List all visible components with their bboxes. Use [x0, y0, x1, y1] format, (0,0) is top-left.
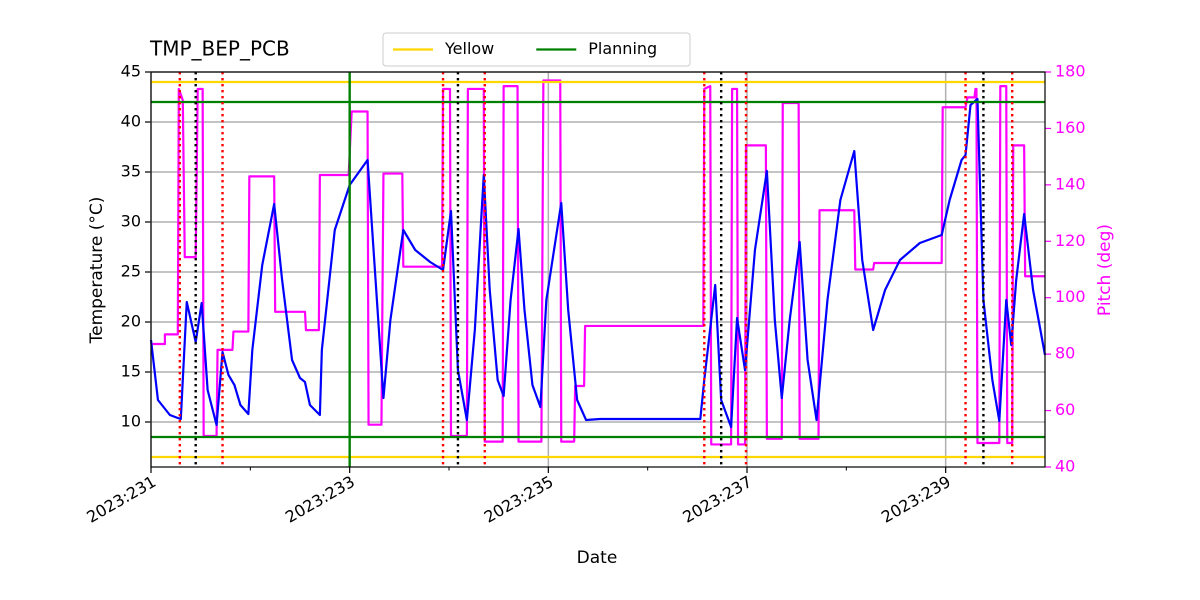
y2-tick-label: 160	[1055, 118, 1086, 137]
y-tick-label: 30	[121, 212, 141, 231]
y2-tick-label: 140	[1055, 174, 1086, 193]
legend-label: Yellow	[444, 39, 494, 58]
y2-tick-label: 120	[1055, 231, 1086, 250]
y2-tick-label: 40	[1055, 457, 1075, 476]
y-tick-label: 25	[121, 262, 141, 281]
y2-tick-label: 60	[1055, 400, 1075, 419]
y2-axis-label: Pitch (deg)	[1095, 224, 1115, 316]
series-line	[149, 97, 1047, 429]
series-line	[151, 79, 1045, 446]
y2-tick-label: 100	[1055, 287, 1086, 306]
y2-tick-label: 80	[1055, 344, 1075, 363]
y-tick-label: 45	[121, 62, 141, 81]
plot-frame	[150, 71, 1046, 468]
chart-title: TMP_BEP_PCB	[149, 37, 290, 61]
x-axis-label: Date	[577, 548, 618, 568]
legend-label: Planning	[588, 39, 657, 58]
y-tick-label: 10	[121, 412, 141, 431]
y2-tick-label: 180	[1055, 62, 1086, 81]
y-axis-label: Temperature (°C)	[87, 197, 107, 345]
y-tick-label: 20	[121, 312, 141, 331]
y-tick-label: 35	[121, 162, 141, 181]
y-tick-label: 15	[121, 362, 141, 381]
y-tick-label: 40	[121, 112, 141, 131]
